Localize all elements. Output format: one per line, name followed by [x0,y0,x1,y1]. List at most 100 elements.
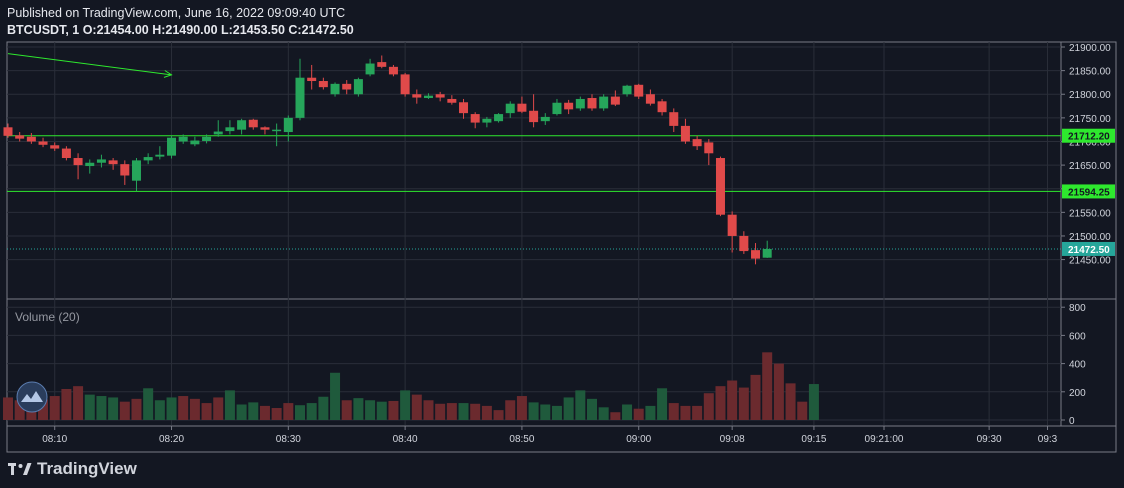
volume-bar [587,398,597,420]
hline-price-box [1062,128,1115,143]
candle-body [365,63,375,75]
candle-body [575,98,585,109]
volume-bar [516,396,527,420]
candle-body [459,102,469,114]
candle-body [715,158,725,215]
candle-body [634,84,644,97]
volume-bar [797,401,808,420]
volume-bar [657,388,668,420]
volume-bar [73,386,84,420]
candle-body [377,62,387,67]
volume-bar [470,403,481,420]
trend-arrow-head [163,70,173,78]
tradingview-badge-icon [16,381,48,413]
candle-body [50,145,60,149]
volume-bar [341,400,352,420]
volume-bar [738,387,749,420]
candle-body [739,235,749,252]
time-axis-label: 08:20 [159,434,184,445]
volume-bar [551,405,562,420]
volume-bar [236,404,247,420]
candle-body [131,160,141,181]
volume-bar [727,380,738,420]
candle-body [622,85,632,95]
volume-bar [435,403,446,420]
time-axis-label: 08:40 [393,434,418,445]
tradingview-brand-text: TradingView [37,459,137,478]
candle-body [61,148,71,159]
candle-body [120,164,130,176]
volume-bar [703,393,714,420]
candle-body [202,136,212,142]
volume-bar [680,405,691,420]
tradingview-footer-logo[interactable]: TradingView [8,459,137,479]
volume-bar [178,396,189,420]
candle-body [307,77,317,82]
hline-price-box [1062,184,1115,199]
time-axis-label: 08:30 [276,434,301,445]
candle-body [727,214,737,236]
candle-body [237,120,247,130]
candle-body [751,250,761,259]
symbol-ohlc-line: BTCUSDT, 1 O:21454.00 H:21490.00 L:21453… [7,23,354,37]
candle-body [260,127,270,130]
volume-bar [119,401,130,420]
volume-bar [645,405,656,420]
volume-bar [14,400,25,420]
price-axis-label: 21650.00 [1069,161,1111,172]
trend-arrow-line [7,53,172,76]
volume-bar [575,390,586,420]
badge-cloud-icon [21,391,43,402]
volume-bar [715,386,726,420]
candle-body [680,125,690,142]
volume-bar [283,403,294,420]
candle-body [470,114,480,123]
candle-body [85,162,95,167]
candle-body [15,135,25,139]
volume-bar [493,410,504,420]
candle-body [96,159,106,163]
candle-body [283,117,293,133]
candle-body [762,248,772,258]
volume-bar [330,372,341,420]
candle-body [143,157,153,161]
volume-bar [166,397,177,420]
volume-bar [692,405,703,420]
candle-body [657,101,667,113]
volume-bar [84,394,95,420]
volume-bar [131,398,142,420]
price-axis-label: 21900.00 [1069,43,1111,54]
volume-bar [610,412,621,420]
volume-bar [376,401,387,420]
volume-bar [411,394,422,420]
candle-body [692,139,702,147]
volume-bar [108,397,119,420]
volume-bar [259,405,270,420]
candle-body [167,137,177,156]
volume-bar [96,396,107,420]
candle-body [447,98,457,103]
candle-body [178,136,188,142]
candle-body [529,110,539,123]
volume-bar [808,384,819,420]
candle-body [494,114,504,122]
volume-bar [563,397,574,420]
volume-axis-label: 800 [1069,303,1086,314]
volume-axis-label: 200 [1069,388,1086,399]
candle-body [412,94,422,98]
last-price-box [1062,241,1115,256]
price-axis-label: 21700.00 [1069,137,1111,148]
time-axis-label: 09:30 [977,434,1002,445]
candle-body [272,129,282,132]
price-axis-label: 21450.00 [1069,256,1111,267]
candle-body [3,127,13,136]
candle-body [73,158,83,166]
volume-bar [353,398,364,420]
volume-bar [481,405,492,420]
time-axis-label: 09:00 [626,434,651,445]
time-axis-label: 08:50 [509,434,534,445]
time-axis-label: 09:15 [801,434,826,445]
candle-body [435,94,445,98]
volume-bar [622,404,633,420]
